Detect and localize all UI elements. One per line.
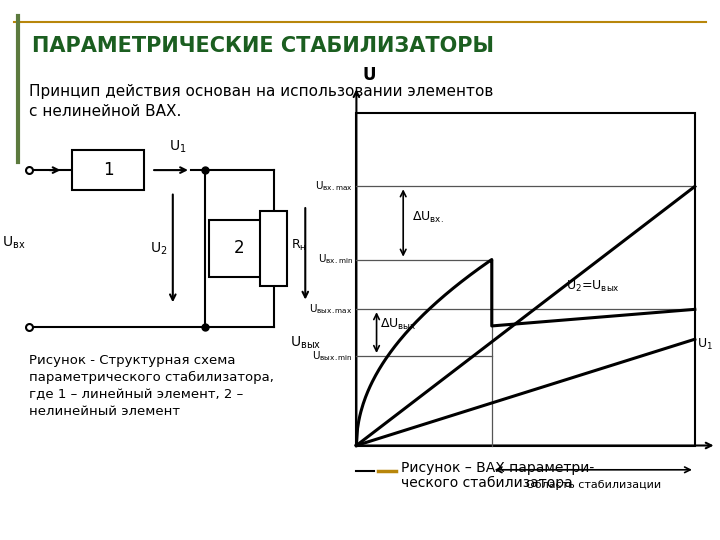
Text: R$_{\mathregular{н}}$: R$_{\mathregular{н}}$ [291,238,307,253]
Text: U$_2$: U$_2$ [150,240,167,256]
Bar [260,211,287,286]
Text: U$_{\mathregular{вх}}$: U$_{\mathregular{вх}}$ [1,235,25,251]
Text: Рисунок – ВАХ параметри-: Рисунок – ВАХ параметри- [401,461,594,475]
Text: 1: 1 [103,161,113,179]
Text: Область стабилизации: Область стабилизации [526,480,661,490]
Text: ческого стабилизатора: ческого стабилизатора [401,476,573,490]
Text: ПАРАМЕТРИЧЕСКИЕ СТАБИЛИЗАТОРЫ: ПАРАМЕТРИЧЕСКИЕ СТАБИЛИЗАТОРЫ [32,36,495,56]
Bar [209,220,270,276]
Text: U$_{\mathregular{вых}}$: U$_{\mathregular{вых}}$ [289,335,321,351]
Text: U$_1$: U$_1$ [169,139,187,155]
Text: Рисунок - Структурная схема
параметрического стабилизатора,
где 1 – линейный эле: Рисунок - Структурная схема параметричес… [29,354,274,418]
Text: с нелинейной ВАХ.: с нелинейной ВАХ. [29,104,181,119]
Text: U$_{\mathregular{вх.max}}$: U$_{\mathregular{вх.max}}$ [315,180,353,193]
Text: U$_1$: U$_1$ [697,336,713,352]
Text: Принцип действия основан на использовании элементов: Принцип действия основан на использовани… [29,84,493,99]
Text: $\Delta$U$_{\mathregular{вх.}}$: $\Delta$U$_{\mathregular{вх.}}$ [412,210,444,225]
Text: U$_{\mathregular{вых.min}}$: U$_{\mathregular{вых.min}}$ [312,349,353,363]
Text: I: I [719,439,720,457]
Text: U$_{\mathregular{вх.min}}$: U$_{\mathregular{вх.min}}$ [318,253,353,266]
Bar [72,150,144,190]
Text: U: U [362,66,376,84]
Bar [356,113,695,446]
Text: U$_{\mathregular{вых.max}}$: U$_{\mathregular{вых.max}}$ [310,302,353,316]
Text: 2: 2 [234,239,245,258]
Text: $\Delta$U$_{\mathregular{вых}}$: $\Delta$U$_{\mathregular{вых}}$ [380,317,417,332]
Text: U$_2$=U$_{\mathregular{вых}}$: U$_2$=U$_{\mathregular{вых}}$ [566,279,620,294]
